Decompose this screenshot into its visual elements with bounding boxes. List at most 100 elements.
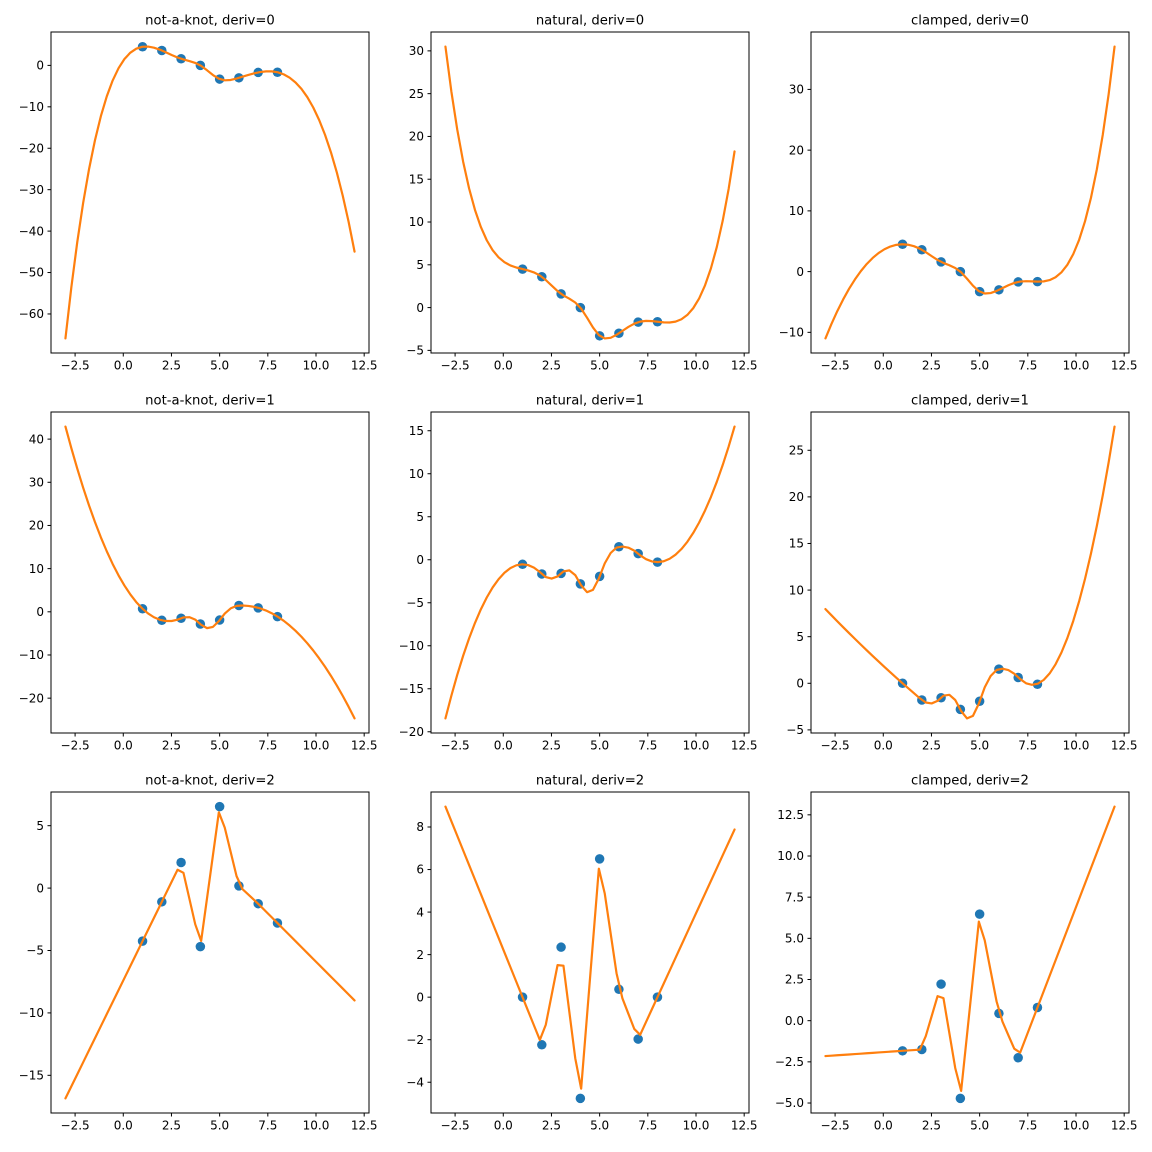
x-tick-label: 0.0	[114, 739, 133, 753]
data-point	[633, 1034, 643, 1044]
spline-curve	[824, 805, 1116, 1092]
y-tick-label: 10	[409, 467, 424, 481]
y-tick-label: −60	[19, 307, 44, 321]
x-tick-label: 5.0	[970, 359, 989, 373]
y-tick-label: −2.5	[775, 1055, 804, 1069]
y-tick-label: 15	[409, 424, 424, 438]
subplot-not-a-knot-deriv2: not-a-knot, deriv=2 −2.5 0.0 2.5 5.0 7.5 10.0 1…	[19, 774, 378, 1133]
spline-curve	[444, 425, 736, 720]
subplot-title: natural, deriv=0	[536, 14, 644, 29]
x-tick-label: 10.0	[303, 1119, 330, 1133]
x-tick-label: 2.5	[922, 1119, 941, 1133]
x-tick-label: 12.5	[731, 1119, 758, 1133]
x-tick-label: −2.5	[441, 359, 470, 373]
y-tick-label: −5	[406, 596, 424, 610]
data-points	[517, 854, 663, 1104]
subplot-title: not-a-knot, deriv=2	[145, 774, 275, 789]
y-tick-label: −2	[406, 1033, 424, 1047]
subplot-title: clamped, deriv=0	[911, 14, 1029, 29]
data-point	[575, 1093, 586, 1104]
subplot-not-a-knot-deriv1: not-a-knot, deriv=1 −2.5 0.0 2.5 5.0 7.5 10.0 1…	[19, 394, 378, 753]
y-tick-label: 10.0	[777, 849, 804, 863]
x-tick-label: 10.0	[683, 739, 710, 753]
data-point	[917, 1044, 927, 1055]
x-tick-label: 10.0	[303, 739, 330, 753]
x-tick-label: 7.5	[1018, 1119, 1037, 1133]
data-point	[974, 909, 985, 919]
y-tick-label: 30	[409, 44, 424, 58]
axes-frame	[810, 791, 1130, 1114]
x-tick-label: −2.5	[61, 1119, 90, 1133]
x-tick-label: 7.5	[638, 1119, 657, 1133]
x-tick-label: 0.0	[114, 359, 133, 373]
x-tick-label: 10.0	[683, 1119, 710, 1133]
y-tick-label: 20	[29, 519, 44, 533]
y-tick-label: 15	[789, 537, 804, 551]
x-tick-label: 5.0	[210, 359, 229, 373]
spline-curve	[824, 425, 1116, 720]
subplot-title: not-a-knot, deriv=0	[145, 14, 275, 29]
x-tick-label: −2.5	[441, 1119, 470, 1133]
x-tick-label: −2.5	[441, 739, 470, 753]
data-point	[176, 857, 186, 868]
x-tick-label: 5.0	[590, 739, 609, 753]
subplot-not-a-knot-deriv0: not-a-knot, deriv=0 −2.5 0.0 2.5 5.0 7.5 10.0 1…	[19, 14, 378, 373]
x-tick-label: 7.5	[1018, 739, 1037, 753]
axes-frame	[430, 31, 750, 354]
y-tick-label: 30	[789, 83, 804, 97]
y-tick-label: −20	[399, 725, 424, 739]
x-tick-label: 0.0	[494, 739, 513, 753]
x-tick-label: 12.5	[731, 359, 758, 373]
y-tick-label: 25	[409, 87, 424, 101]
y-tick-label: −5	[786, 723, 804, 737]
x-tick-label: 5.0	[590, 1119, 609, 1133]
axes-frame	[50, 791, 370, 1114]
subplot-natural-deriv1: natural, deriv=1 −2.5 0.0 2.5 5.0 7.5 10.0 12.5…	[399, 394, 758, 753]
y-tick-label: −10	[19, 648, 44, 662]
y-tick-label: 20	[789, 143, 804, 157]
y-tick-label: 12.5	[777, 808, 804, 822]
x-tick-label: 12.5	[1111, 359, 1138, 373]
x-tick-label: 12.5	[351, 739, 378, 753]
subplot-natural-deriv0: natural, deriv=0 −2.5 0.0 2.5 5.0 7.5 10.0 12.5…	[406, 14, 757, 373]
x-tick-label: 7.5	[638, 359, 657, 373]
subplot-title: not-a-knot, deriv=1	[145, 394, 275, 409]
y-tick-label: −10	[19, 1006, 44, 1020]
y-tick-label: 10	[29, 562, 44, 576]
y-tick-label: 2	[416, 948, 424, 962]
x-tick-label: 10.0	[303, 359, 330, 373]
x-tick-label: 2.5	[922, 359, 941, 373]
spline-curve	[444, 45, 736, 340]
x-tick-label: 5.0	[590, 359, 609, 373]
subplot-title: clamped, deriv=1	[911, 394, 1029, 409]
x-tick-label: 2.5	[922, 739, 941, 753]
y-tick-label: −10	[779, 326, 804, 340]
y-tick-label: 0	[36, 59, 44, 73]
x-tick-label: 7.5	[638, 739, 657, 753]
y-tick-label: −40	[19, 224, 44, 238]
x-tick-label: 0.0	[874, 739, 893, 753]
y-tick-label: 5	[416, 510, 424, 524]
x-tick-label: −2.5	[821, 739, 850, 753]
y-tick-label: 0	[36, 881, 44, 895]
data-point	[955, 1093, 966, 1104]
x-tick-label: 12.5	[731, 739, 758, 753]
data-point	[594, 854, 605, 864]
spline-curve	[64, 45, 356, 340]
y-tick-label: 30	[29, 475, 44, 489]
data-point	[1013, 1052, 1023, 1063]
subplot-clamped-deriv2: clamped, deriv=2 −2.5 0.0 2.5 5.0 7.5 10.0 12.5…	[775, 774, 1138, 1133]
x-tick-label: 12.5	[1111, 1119, 1138, 1133]
data-point	[195, 941, 206, 952]
subplot-title: natural, deriv=1	[536, 394, 644, 409]
x-tick-label: 12.5	[351, 1119, 378, 1133]
x-tick-label: 7.5	[1018, 359, 1037, 373]
y-tick-label: −15	[19, 1069, 44, 1083]
x-tick-label: −2.5	[821, 1119, 850, 1133]
data-point	[556, 942, 566, 952]
y-tick-label: 15	[409, 172, 424, 186]
y-tick-label: 0	[796, 676, 804, 690]
